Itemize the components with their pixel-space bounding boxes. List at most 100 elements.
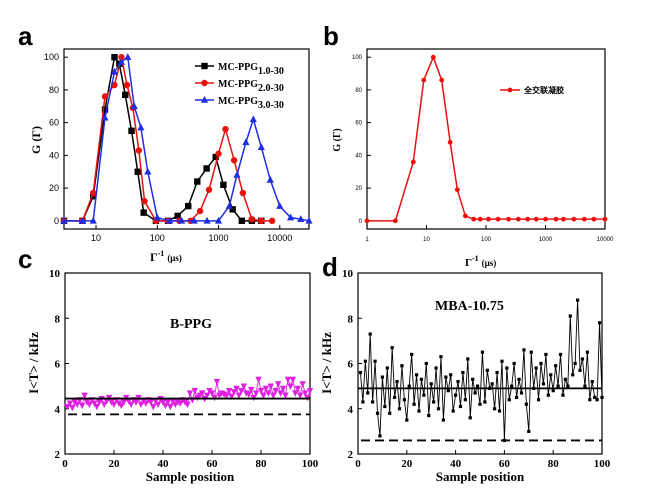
chart-c-point (186, 390, 194, 397)
chart-d-point (422, 393, 426, 397)
chart-c-point (225, 388, 233, 395)
chart-d-point (397, 407, 402, 411)
chart-d-point (444, 375, 448, 379)
chart-d-point (578, 368, 582, 372)
chart-c-point (110, 401, 118, 409)
chart-c-point (274, 381, 282, 388)
chart-c-ytick-label: 2 (55, 449, 61, 461)
chart-d-point (478, 402, 482, 406)
chart-a-point (297, 215, 305, 222)
chart-c-xtick-label: 80 (256, 458, 268, 470)
chart-a-ylabel: G (Γ) (29, 126, 43, 154)
chart-c-annotation: B-PPG (170, 317, 212, 332)
chart-d-point (510, 384, 514, 388)
chart-b-point (392, 218, 398, 224)
chart-d-point (380, 375, 384, 379)
chart-a-point (166, 216, 174, 224)
chart-d-point (576, 298, 580, 302)
chart-d-xtick-label: 20 (401, 458, 413, 470)
chart-a-point (229, 206, 236, 213)
chart-d-point (446, 389, 450, 393)
chart-b-point (571, 216, 577, 222)
chart-d-point (583, 384, 587, 388)
chart-d-point (419, 377, 424, 381)
chart-a-legend-label: MC-PPG3.0-30 (218, 96, 284, 111)
chart-a-point (90, 189, 97, 197)
chart-b-ytick-label: 0 (359, 219, 363, 225)
chart-d-point (541, 382, 546, 386)
chart-c-point (66, 400, 74, 407)
chart-d-point (378, 434, 382, 438)
chart-b-xtick-label: 1 (365, 237, 369, 243)
chart-a-point (144, 167, 152, 175)
chart-d-point (549, 373, 553, 377)
chart-a-point (268, 217, 276, 225)
chart-c-point (260, 392, 267, 399)
chart-c-point (191, 388, 199, 395)
chart-a-point (286, 213, 295, 221)
chart-c-point (262, 385, 270, 393)
chart-c-ylabel: I<T> / kHz (26, 332, 41, 394)
chart-a-frame (63, 48, 310, 230)
chart-d-point (512, 361, 516, 366)
chart-d-point (375, 411, 380, 415)
chart-c-point (81, 392, 88, 399)
chart-d-point (468, 416, 472, 420)
chart-d-point (480, 350, 485, 354)
chart-d-point (410, 352, 414, 357)
panel-label-a: a (18, 21, 33, 51)
chart-d-xtick-label: 100 (594, 458, 611, 470)
chart-c-point (154, 401, 162, 409)
chart-c-point (279, 385, 287, 393)
chart-d-point (558, 352, 563, 357)
chart-d-point (366, 391, 370, 395)
chart-a-legend-marker (201, 79, 208, 87)
chart-a-point (248, 215, 256, 223)
chart-b-ytick-label: 40 (355, 153, 362, 159)
chart-a-point (220, 181, 227, 189)
chart-d-ytick-label: 4 (348, 404, 354, 416)
chart-d-point (556, 384, 560, 388)
chart-d-point (471, 377, 475, 381)
chart-d-point (554, 364, 558, 368)
chart-a-point (101, 113, 109, 121)
chart-d-point (563, 377, 567, 381)
chart-d-point (393, 395, 397, 400)
chart-d-point (507, 398, 511, 402)
chart-a-point (141, 197, 148, 205)
chart-c-ytick-label: 8 (55, 313, 61, 325)
chart-d-ytick-label: 2 (348, 449, 354, 461)
chart-d-point (405, 418, 409, 422)
chart-a-point (122, 91, 129, 99)
chart-b: 0 20 40 60 80 100 1 10 100 1000 10000 全交联凝胶 Γ-1 (μs… (332, 48, 614, 269)
chart-c-point (245, 391, 252, 398)
chart-d-point (473, 391, 477, 395)
chart-a-legend-label: MC-PPG1.0-30 (218, 62, 284, 77)
chart-a-ytick-label: 80 (49, 85, 59, 95)
chart-b-point (553, 216, 559, 222)
chart-b-legend-marker (507, 87, 513, 93)
chart-b-point (602, 216, 608, 222)
panel-label-b: b (323, 21, 339, 51)
chart-c-point (91, 400, 98, 407)
chart-c-point (125, 398, 132, 405)
chart-d-point (395, 380, 399, 384)
chart-a-point (117, 58, 126, 65)
chart-d-point (371, 400, 375, 404)
chart-a-point (90, 193, 97, 200)
chart-c-point (230, 389, 238, 396)
chart-d-point (436, 407, 441, 411)
chart-a-point (89, 216, 97, 224)
chart-a-ytick-label: 40 (49, 150, 59, 160)
chart-c-point (294, 385, 301, 393)
chart-a-xlabel: Γ-1 (μs) (150, 249, 182, 264)
chart-d-xtick-label: 60 (499, 458, 511, 470)
chart-b-xlabel: Γ-1 (μs) (465, 254, 496, 269)
chart-c-point (270, 392, 277, 399)
chart-c-point (78, 402, 86, 410)
chart-c-ytick-label: 6 (55, 359, 61, 371)
chart-a-point (215, 150, 222, 157)
chart-b-ylabel: G (Γ) (332, 128, 343, 151)
